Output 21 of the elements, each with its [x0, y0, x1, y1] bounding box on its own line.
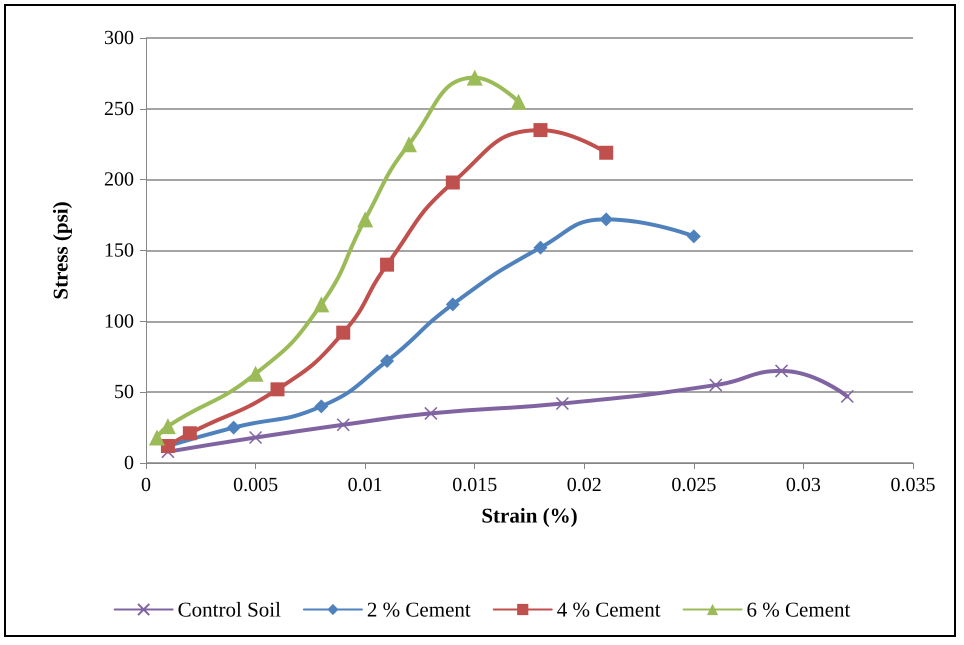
x-tick-label: 0.035 [890, 474, 936, 496]
legend-label: Control Soil [178, 598, 282, 622]
y-tick-label: 250 [104, 98, 134, 120]
y-tick-label: 200 [104, 168, 134, 191]
x-tick-label: 0 [141, 474, 151, 496]
y-tick-label: 300 [104, 27, 134, 49]
x-tick-label: 0.03 [786, 474, 821, 496]
legend-label: 6 % Cement [746, 598, 851, 622]
x-tick-label: 0.025 [671, 474, 716, 496]
legend-label: 4 % Cement [556, 598, 661, 622]
legend-label: 2 % Cement [366, 598, 471, 622]
x-tick-label: 0.015 [452, 474, 498, 496]
y-axis-title: Stress (psi) [48, 201, 72, 300]
y-tick-label: 150 [104, 240, 134, 262]
x-axis-title: Strain (%) [481, 504, 578, 528]
y-tick-label: 0 [124, 452, 134, 474]
y-tick-label: 100 [104, 310, 134, 332]
y-tick-label: 50 [114, 381, 134, 404]
x-tick-label: 0.02 [566, 474, 602, 496]
x-tick-label: 0.01 [348, 474, 383, 496]
x-tick-label: 0.005 [233, 474, 278, 496]
